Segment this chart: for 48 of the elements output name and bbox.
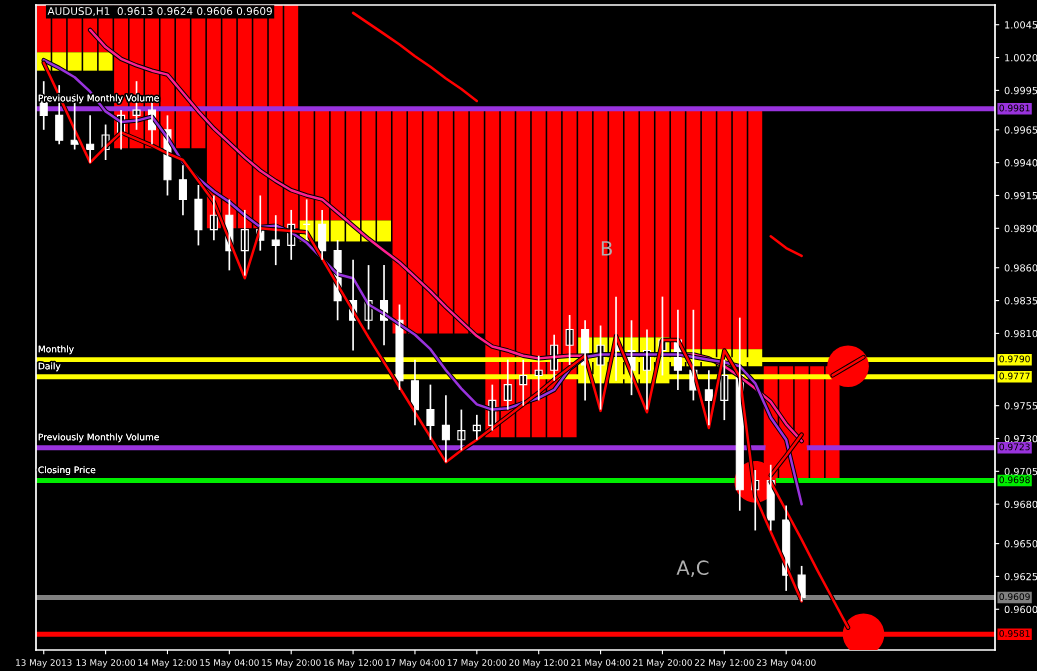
annotation: Monthly xyxy=(38,345,74,355)
y-tick-label: 1.0020 xyxy=(1005,54,1037,62)
y-tick-label: 0.9940 xyxy=(1004,159,1037,167)
y-tick-label: 0.9890 xyxy=(1004,224,1037,233)
y-tick-label: 0.9835 xyxy=(1004,297,1037,305)
y-tick-label: 0.9915 xyxy=(1004,191,1037,200)
x-tick-label: 13 May 2013 xyxy=(16,659,72,668)
ref-line-label: 0.9581 xyxy=(999,630,1030,637)
y-tick-label: 0.9705 xyxy=(1004,467,1037,476)
ref-line-label: 0.9609 xyxy=(999,593,1030,601)
x-tick-label: 21 May 20:00 xyxy=(633,659,692,668)
y-tick-label: 0.9995 xyxy=(1004,86,1037,95)
x-tick-label: 22 May 12:00 xyxy=(694,659,754,668)
ref-line-label: 0.9981 xyxy=(999,104,1030,112)
annotation: Previously Monthly Volume xyxy=(38,433,159,443)
y-tick-label: 0.9810 xyxy=(1004,329,1037,338)
ref-line-label: 0.9698 xyxy=(999,476,1030,484)
x-tick-label: 15 May 04:00 xyxy=(200,659,259,668)
point xyxy=(827,345,869,388)
y-tick-label: 0.9755 xyxy=(1004,402,1037,410)
ref-line-label: 0.9723 xyxy=(999,443,1030,451)
y-tick-label: 1.0045 xyxy=(1005,21,1037,29)
candlestick xyxy=(194,184,203,247)
bar xyxy=(624,108,639,338)
x-tick-label: 17 May 04:00 xyxy=(385,659,445,668)
annotation: A,C xyxy=(676,560,709,577)
y-tick-label: 0.9650 xyxy=(1004,540,1037,548)
chart-title: AUDUSD,H1 0.9613 0.9624 0.9606 0.9609 xyxy=(47,7,272,17)
x-tick-label: 20 May 12:00 xyxy=(509,659,569,668)
y-tick-label: 0.9625 xyxy=(1004,572,1037,581)
x-tick-label: 16 May 12:00 xyxy=(324,659,383,668)
x-tick-label: 13 May 20:00 xyxy=(76,659,136,668)
ref-line-label: 0.9777 xyxy=(999,372,1030,380)
y-tick-label: 0.9965 xyxy=(1004,126,1037,134)
y-tick-label: 0.9730 xyxy=(1004,434,1037,443)
annotation: Closing Price xyxy=(38,466,96,475)
x-tick-label: 15 May 20:00 xyxy=(262,659,321,668)
ref-line-label: 0.9790 xyxy=(999,355,1030,363)
y-tick-label: 0.9680 xyxy=(1004,500,1037,509)
x-tick-label: 21 May 04:00 xyxy=(571,659,630,668)
y-tick-label: 0.9600 xyxy=(1004,605,1037,614)
bar xyxy=(98,52,113,71)
x-tick-label: 14 May 12:00 xyxy=(138,659,197,668)
y-tick-label: 0.9860 xyxy=(1004,264,1037,272)
x-tick-label: 17 May 20:00 xyxy=(447,659,507,668)
candlestick xyxy=(426,383,435,441)
annotation: Daily xyxy=(38,362,61,372)
x-tick-label: 23 May 04:00 xyxy=(756,659,816,668)
